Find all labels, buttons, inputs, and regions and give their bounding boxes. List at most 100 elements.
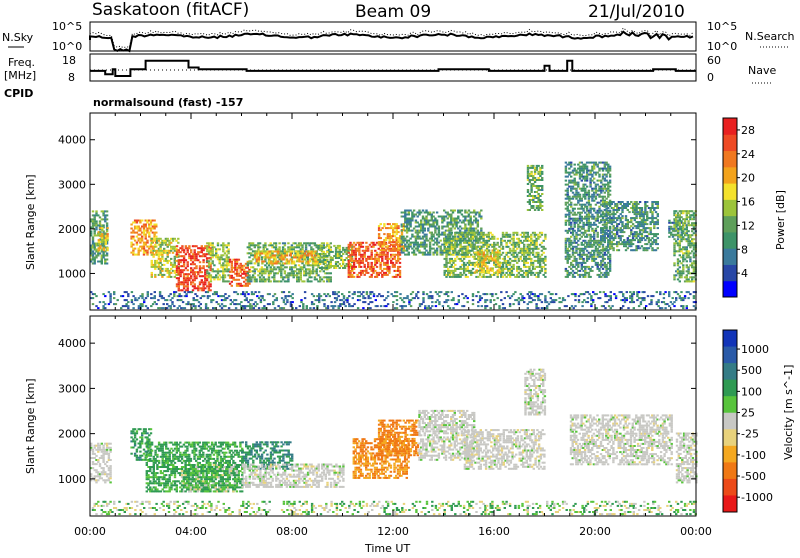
range-cell xyxy=(616,203,618,205)
range-cell xyxy=(609,270,611,272)
range-cell xyxy=(475,232,477,234)
range-cell xyxy=(605,174,607,176)
range-cell xyxy=(95,222,97,224)
range-cell xyxy=(342,253,344,255)
range-cell xyxy=(627,209,629,211)
range-cell xyxy=(436,254,438,256)
range-cell xyxy=(319,263,321,265)
range-cell xyxy=(537,165,539,167)
range-cell xyxy=(234,265,236,267)
range-cell xyxy=(482,236,484,238)
range-cell xyxy=(584,198,586,200)
range-cell xyxy=(444,232,446,234)
range-cell xyxy=(581,174,583,176)
range-cell xyxy=(190,267,192,269)
range-cell xyxy=(586,176,588,178)
range-cell xyxy=(268,251,270,253)
range-cell xyxy=(194,279,196,281)
range-cell xyxy=(155,236,157,238)
range-cell xyxy=(623,239,625,241)
range-cell xyxy=(208,266,210,268)
range-cell xyxy=(194,263,196,265)
range-cell xyxy=(281,253,283,255)
range-cell xyxy=(607,207,609,209)
range-cell xyxy=(464,210,466,212)
range-cell xyxy=(152,240,154,242)
range-cell xyxy=(445,276,447,278)
range-cell xyxy=(270,242,272,244)
range-cell xyxy=(303,266,305,268)
range-cell xyxy=(362,272,364,274)
range-cell xyxy=(512,238,514,240)
range-cell xyxy=(188,253,190,255)
range-cell xyxy=(284,270,286,272)
range-cell xyxy=(187,249,189,251)
range-cell xyxy=(586,250,588,252)
range-cell xyxy=(210,258,212,260)
range-cell xyxy=(567,248,569,250)
range-cell xyxy=(449,252,451,254)
range-cell xyxy=(427,222,429,224)
range-cell xyxy=(404,216,406,218)
range-cell xyxy=(264,264,266,266)
range-cell xyxy=(170,272,172,274)
range-cell xyxy=(541,232,543,234)
range-cell xyxy=(482,246,484,248)
range-cell xyxy=(476,261,478,263)
range-cell xyxy=(483,271,485,273)
range-cell xyxy=(411,220,413,222)
range-cell xyxy=(204,255,206,257)
range-cell xyxy=(257,274,259,276)
range-cell xyxy=(409,246,411,248)
range-cell xyxy=(153,234,155,236)
range-cell xyxy=(609,190,611,192)
range-cell xyxy=(595,186,597,188)
range-cell xyxy=(544,236,546,238)
range-cell xyxy=(574,276,576,278)
range-cell xyxy=(572,264,574,266)
range-cell xyxy=(532,264,534,266)
range-cell xyxy=(153,228,155,230)
range-cell xyxy=(493,246,495,248)
range-cell xyxy=(143,248,145,250)
range-cell xyxy=(308,274,310,276)
range-cell xyxy=(300,276,302,278)
nave-label: Nave xyxy=(748,64,776,77)
range-cell xyxy=(94,230,96,232)
range-cell xyxy=(588,274,590,276)
range-cell xyxy=(505,254,507,256)
range-cell xyxy=(630,231,632,233)
range-cell xyxy=(609,254,611,256)
range-cell xyxy=(300,242,302,244)
range-cell xyxy=(509,252,511,254)
range-cell xyxy=(527,177,529,179)
range-cell xyxy=(609,264,611,266)
range-cell xyxy=(321,253,323,255)
range-cell xyxy=(227,252,229,254)
range-cell xyxy=(284,244,286,246)
range-cell xyxy=(614,221,616,223)
range-cell xyxy=(310,246,312,248)
range-cell xyxy=(411,218,413,220)
range-cell xyxy=(150,250,152,252)
range-cell xyxy=(436,250,438,252)
range-cell xyxy=(406,236,408,238)
range-cell xyxy=(406,242,408,244)
range-cell xyxy=(607,172,609,174)
range-cell xyxy=(383,223,385,225)
range-cell xyxy=(505,242,507,244)
range-cell xyxy=(346,253,348,255)
range-cell xyxy=(97,214,99,216)
range-cell xyxy=(452,254,454,256)
range-cell xyxy=(534,181,536,183)
range-cell xyxy=(328,267,330,269)
range-cell xyxy=(459,258,461,260)
range-cell xyxy=(247,264,249,266)
range-cell xyxy=(183,269,185,271)
range-cell xyxy=(476,269,478,271)
range-cell xyxy=(217,276,219,278)
range-cell xyxy=(477,220,479,222)
range-cell xyxy=(298,246,300,248)
range-cell xyxy=(443,220,445,222)
range-cell xyxy=(472,238,474,240)
